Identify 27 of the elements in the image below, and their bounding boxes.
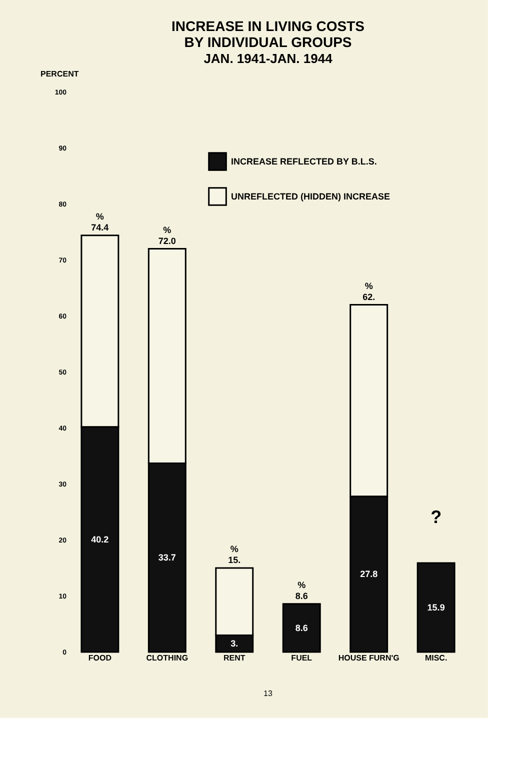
legend-label: INCREASE REFLECTED BY B.L.S.	[231, 156, 377, 166]
x-tick-label: CLOTHING	[146, 654, 188, 662]
chart-subtitle: JAN. 1941-JAN. 1944	[204, 51, 334, 66]
legend-label: UNREFLECTED (HIDDEN) INCREASE	[231, 192, 390, 202]
data-label: 3.	[230, 638, 238, 649]
bar	[416, 562, 456, 653]
text: BY INDIVIDUAL GROUPS	[184, 34, 352, 50]
x-tick-label: RENT	[223, 654, 246, 662]
x-tick-label: FOOD	[88, 654, 112, 662]
total-label: % 8.6	[295, 580, 308, 601]
x-tick-label: FUEL	[291, 654, 312, 662]
annotation: ?	[430, 506, 442, 527]
text: 13	[264, 689, 273, 698]
data-label: 33.7	[158, 552, 176, 563]
bar	[282, 603, 321, 653]
data-label: 15.9	[427, 602, 445, 612]
total-label: % 15.	[228, 544, 241, 565]
text: INCREASE IN LIVING COSTS	[172, 18, 364, 34]
data-label: 8.6	[295, 622, 308, 633]
x-tick-label: HOUSE FURN'G	[338, 654, 400, 662]
total-label: % 74.4	[91, 211, 109, 232]
x-tick-label: MISC.	[424, 654, 448, 662]
data-label: 27.8	[360, 569, 378, 580]
data-label: 40.2	[91, 534, 109, 544]
y-axis-title: PERCENT	[40, 70, 79, 78]
total-label: % 62.	[362, 280, 376, 302]
total-label: % 72.0	[158, 224, 176, 246]
